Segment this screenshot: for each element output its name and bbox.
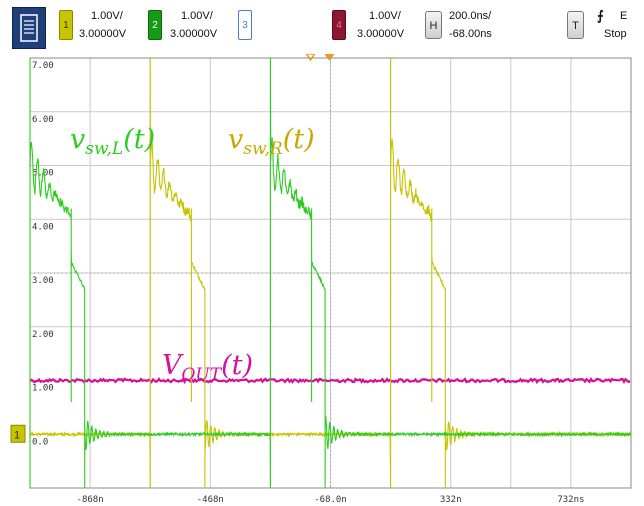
channel-1-button[interactable]: 1: [59, 10, 73, 40]
main-menu-button[interactable]: [12, 7, 46, 49]
y-tick-label: 2.00: [32, 330, 54, 340]
channel-3-button[interactable]: 3: [238, 10, 252, 40]
x-tick-label: -468n: [197, 495, 224, 505]
channel-4-scale: 1.00V/: [369, 10, 401, 22]
y-tick-label: 1.00: [32, 384, 54, 394]
y-tick-label: 0.0: [32, 437, 48, 447]
horizontal-scale: 200.0ns/: [449, 10, 492, 22]
channel-4-offset: 3.00000V: [357, 28, 405, 40]
waveform-plot: 7.006.005.004.003.002.001.000.0 -868n -46…: [10, 54, 632, 505]
channel-2-scale: 1.00V/: [181, 10, 213, 22]
horizontal-button[interactable]: H: [425, 11, 442, 39]
menu-list-icon: [20, 14, 38, 42]
label-vout: VOUT(t): [162, 350, 253, 385]
channel-2-offset: 3.00000V: [170, 28, 218, 40]
scope-toolbar: 1 1.00V/ 3.00000V 2 1.00V/ 3.00000V 3 4 …: [0, 0, 644, 54]
ground-marker[interactable]: [10, 424, 26, 443]
y-tick-label: 6.00: [32, 115, 54, 125]
x-tick-label: -868n: [77, 495, 104, 505]
channel-1-offset: 3.00000V: [79, 28, 127, 40]
trigger-position-icon[interactable]: [324, 54, 335, 61]
y-tick-label: 4.00: [32, 222, 54, 232]
x-tick-label: 332n: [440, 495, 462, 505]
run-status: Stop: [604, 28, 627, 40]
trigger-button[interactable]: T: [567, 11, 584, 39]
x-tick-label: 732ns: [557, 495, 584, 505]
channel-1-scale: 1.00V/: [91, 10, 123, 22]
label-vsw-l: vsw,L(t): [70, 124, 155, 159]
label-vsw-r: vsw,R(t): [228, 124, 315, 159]
y-tick-label: 7.00: [32, 61, 54, 71]
ground-marker-label: 1: [14, 429, 20, 441]
x-tick-label: -68.0n: [314, 495, 347, 505]
y-tick-label: 3.00: [32, 276, 54, 286]
trigger-source: E: [620, 10, 628, 22]
trace-vsw-l: [29, 57, 632, 489]
horizontal-delay: -68.00ns: [449, 28, 492, 40]
falling-edge-icon: ⨍: [597, 8, 604, 23]
delay-marker-icon[interactable]: [305, 54, 316, 62]
waveform-display[interactable]: 7.00 6.00 5.00 4.00 3.00 2.00 1.00 0.0 -868n -46…: [0, 54, 644, 506]
channel-4-button[interactable]: 4: [332, 10, 346, 40]
channel-2-button[interactable]: 2: [148, 10, 162, 40]
trace-vout: [29, 377, 631, 385]
